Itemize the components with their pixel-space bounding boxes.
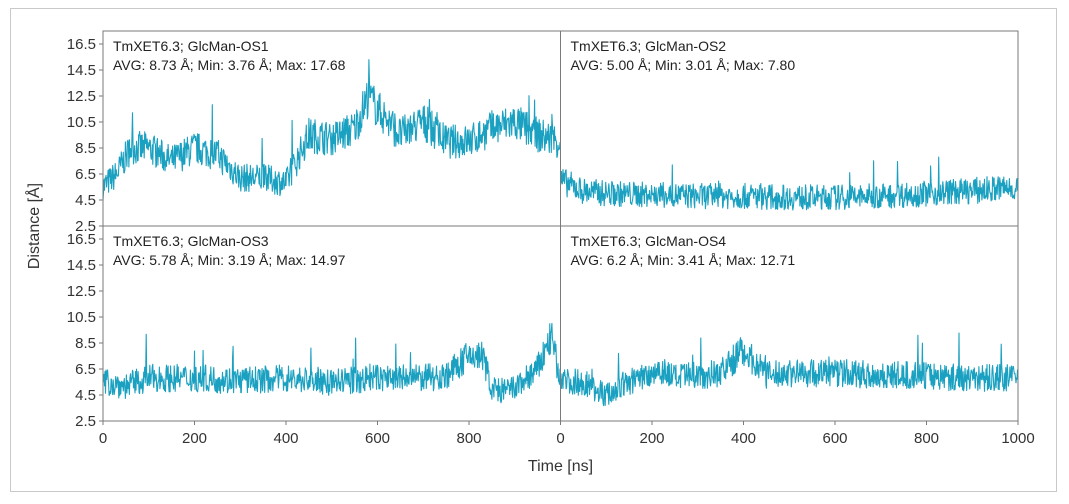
panel-stats-2: AVG: 5.00 Å; Min: 3.01 Å; Max: 7.80	[571, 57, 796, 73]
x-tick-label: 400	[731, 430, 756, 447]
y-tick-label: 6.5	[75, 361, 96, 378]
y-tick-label: 2.5	[75, 218, 96, 235]
x-tick-label: 0	[556, 430, 564, 447]
x-tick-label: 800	[456, 430, 481, 447]
panel-title-2: TmXET6.3; GlcMan-OS2	[571, 38, 727, 54]
figure-frame: TmXET6.3; GlcMan-OS1 AVG: 8.73 Å; Min: 3.…	[10, 8, 1057, 492]
y-tick-label: 2.5	[75, 413, 96, 430]
y-tick-label: 12.5	[67, 88, 96, 105]
distance-chart: TmXET6.3; GlcMan-OS1 AVG: 8.73 Å; Min: 3.…	[24, 30, 1035, 475]
panel-stats-1: AVG: 8.73 Å; Min: 3.76 Å; Max: 17.68	[113, 57, 346, 73]
x-tick-label: 0	[99, 430, 107, 447]
x-tick-label: 600	[822, 430, 847, 447]
x-tick-label: 400	[273, 430, 298, 447]
panel-border-4	[560, 225, 1019, 422]
y-tick-label: 12.5	[67, 283, 96, 300]
y-tick-label: 8.5	[75, 140, 96, 157]
panel-stats-3: AVG: 5.78 Å; Min: 3.19 Å; Max: 14.97	[113, 252, 346, 268]
y-tick-label: 16.5	[67, 231, 96, 248]
x-tick-label: 200	[182, 430, 207, 447]
y-tick-label: 16.5	[67, 36, 96, 53]
y-tick-label: 4.5	[75, 387, 96, 404]
x-tick-label: 1000	[1001, 430, 1034, 447]
y-tick-label: 10.5	[67, 309, 96, 326]
y-tick-label: 6.5	[75, 166, 96, 183]
x-tick-label: 200	[639, 430, 664, 447]
x-axis-title: Time [ns]	[528, 458, 593, 475]
y-tick-label: 14.5	[67, 257, 96, 274]
series-line-3	[102, 322, 562, 404]
y-tick-label: 14.5	[67, 62, 96, 79]
x-tick-label: 800	[914, 430, 939, 447]
y-tick-label: 8.5	[75, 335, 96, 352]
y-tick-label: 10.5	[67, 114, 96, 131]
panel-stats-4: AVG: 6.2 Å; Min: 3.41 Å; Max: 12.71	[571, 252, 796, 268]
series-line-1	[102, 59, 562, 201]
series-line-4	[560, 332, 1019, 407]
y-axis-title: Distance [Å]	[24, 183, 43, 269]
y-tick-label: 4.5	[75, 192, 96, 209]
x-tick-label: 600	[365, 430, 390, 447]
panel-title-1: TmXET6.3; GlcMan-OS1	[113, 38, 269, 54]
panel-title-3: TmXET6.3; GlcMan-OS3	[113, 233, 269, 249]
series-line-2	[559, 156, 1019, 211]
panel-title-4: TmXET6.3; GlcMan-OS4	[571, 233, 727, 249]
